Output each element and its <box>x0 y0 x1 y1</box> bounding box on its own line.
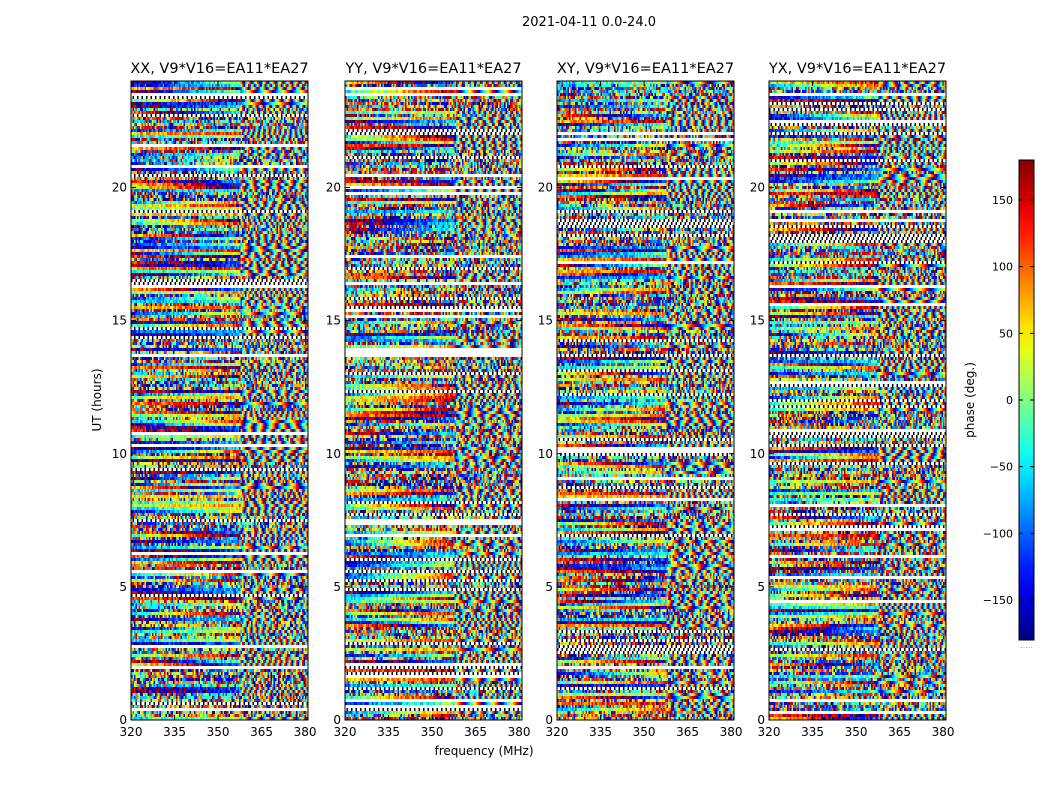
heatmap-image <box>769 81 946 720</box>
x-tick-label: 350 <box>845 725 868 739</box>
y-tick-label: 10 <box>112 447 127 461</box>
plot-frame <box>768 80 947 721</box>
panel-3: XY, V9*V16=EA11*EA27 320 335 350 365 380 0 5 10 1… <box>538 61 743 739</box>
y-tick-label: 0 <box>333 713 341 727</box>
y-tick-label: 20 <box>538 181 553 195</box>
x-tick-label: 365 <box>464 725 487 739</box>
y-tick-label: 5 <box>545 580 553 594</box>
y-tick-label: 10 <box>538 447 553 461</box>
plot-frame <box>556 80 735 721</box>
y-tick-label: 15 <box>326 314 341 328</box>
x-tick-label: 320 <box>546 725 569 739</box>
x-tick-label: 350 <box>421 725 444 739</box>
x-tick-label: 365 <box>250 725 273 739</box>
heatmap-image <box>131 81 308 720</box>
x-tick-label: 380 <box>508 725 531 739</box>
x-axis-label: frequency (MHz) <box>434 744 533 758</box>
heatmap-image <box>345 81 522 720</box>
x-tick-label: 380 <box>720 725 743 739</box>
y-tick-label: 0 <box>119 713 127 727</box>
y-tick-label: 20 <box>326 181 341 195</box>
plot-frame <box>130 80 309 721</box>
x-tick-label: 320 <box>758 725 781 739</box>
panel-title: YY, V9*V16=EA11*EA27 <box>344 61 521 77</box>
y-tick-label: 10 <box>750 447 765 461</box>
panel-4: YX, V9*V16=EA11*EA27 320 335 350 365 380 0 5 10 1… <box>750 61 955 739</box>
x-tick-label: 320 <box>120 725 143 739</box>
x-tick-label: 350 <box>207 725 230 739</box>
colorbar-label: phase (deg.) <box>963 362 977 438</box>
x-tick-label: 335 <box>589 725 612 739</box>
colorbar-tick-label: 150 <box>992 194 1013 207</box>
y-tick-label: 5 <box>333 580 341 594</box>
y-tick-label: 15 <box>112 314 127 328</box>
panels: XX, V9*V16=EA11*EA27 320 335 350 365 380 0 5 10 1… <box>112 61 955 739</box>
colorbar-tick-label: 100 <box>992 261 1013 274</box>
y-tick-label: 20 <box>750 181 765 195</box>
y-tick-label: 15 <box>538 314 553 328</box>
panel-title: YX, V9*V16=EA11*EA27 <box>768 61 946 77</box>
colorbar-tick-label: 50 <box>999 327 1013 340</box>
panel-title: XX, V9*V16=EA11*EA27 <box>130 61 308 77</box>
y-tick-label: 10 <box>326 447 341 461</box>
x-tick-label: 320 <box>334 725 357 739</box>
x-tick-label: 365 <box>888 725 911 739</box>
colorbar: 150 100 50 0 −50 −100 −150 phase (deg.)..... <box>963 159 1035 650</box>
y-tick-label: 5 <box>119 580 127 594</box>
colorbar-tick-label: −150 <box>983 594 1013 607</box>
y-tick-label: 5 <box>757 580 765 594</box>
y-tick-label: 0 <box>757 713 765 727</box>
y-tick-label: 20 <box>112 181 127 195</box>
plot-frame <box>344 80 523 721</box>
x-tick-label: 365 <box>676 725 699 739</box>
heatmap-image <box>557 81 734 720</box>
x-tick-label: 335 <box>377 725 400 739</box>
colorbar-tick-label: −100 <box>983 527 1013 540</box>
figure-title: 2021-04-11 0.0-24.0 <box>522 15 656 30</box>
y-tick-label: 0 <box>545 713 553 727</box>
x-tick-label: 335 <box>163 725 186 739</box>
x-tick-label: 350 <box>633 725 656 739</box>
x-tick-label: 380 <box>932 725 955 739</box>
y-axis-label: UT (hours) <box>90 368 104 431</box>
colorbar-tick-label: −50 <box>990 461 1013 474</box>
x-tick-label: 380 <box>294 725 317 739</box>
panel-2: YY, V9*V16=EA11*EA27 320 335 350 365 380 0 5 10 1… <box>326 61 531 739</box>
x-tick-label: 335 <box>801 725 824 739</box>
colorbar-tick-label: 0 <box>1006 394 1013 407</box>
panel-title: XY, V9*V16=EA11*EA27 <box>557 61 734 77</box>
panel-1: XX, V9*V16=EA11*EA27 320 335 350 365 380 0 5 10 1… <box>112 61 317 739</box>
y-tick-label: 15 <box>750 314 765 328</box>
colorbar-footer: ..... <box>1020 641 1033 650</box>
